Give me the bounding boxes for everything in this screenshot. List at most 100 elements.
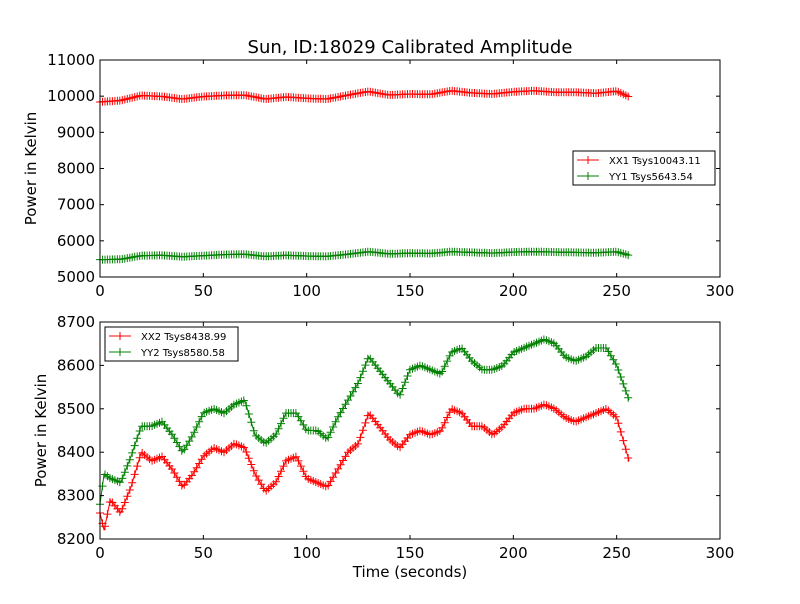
data-point xyxy=(329,423,338,431)
data-point xyxy=(239,396,248,405)
legend: XX2 Tsys8438.99 YY2 Tsys8580.58 xyxy=(104,326,239,362)
data-point xyxy=(172,473,181,482)
y-tick-label: 6000 xyxy=(57,232,95,250)
legend-marker xyxy=(116,332,124,340)
chart-panel-2: 0 50 100 150 200 250 300 8200 8300 8400 8500 8600 87… xyxy=(32,313,734,562)
data-point xyxy=(182,441,191,450)
x-tick-label: 50 xyxy=(194,282,213,300)
data-point xyxy=(624,92,633,101)
x-tick-label: 0 xyxy=(95,544,105,562)
legend-label: YY2 Tsys8580.58 xyxy=(140,348,225,359)
series-1-2 xyxy=(96,247,633,264)
data-point xyxy=(398,384,407,393)
y-tick-label: 8500 xyxy=(57,400,95,418)
data-point xyxy=(334,412,343,421)
data-point xyxy=(130,470,139,479)
data-point xyxy=(195,459,204,468)
x-tick-label: 250 xyxy=(602,282,631,300)
data-point xyxy=(103,510,112,519)
data-point xyxy=(274,472,283,481)
data-point xyxy=(331,469,340,477)
data-point xyxy=(170,469,179,477)
data-point xyxy=(299,467,308,476)
data-point xyxy=(277,467,285,476)
data-point xyxy=(331,417,340,426)
y-tick-label: 8400 xyxy=(57,443,95,461)
legend-marker xyxy=(116,348,124,356)
y-tick-label: 7000 xyxy=(57,196,95,214)
data-point xyxy=(118,504,127,513)
legend-label: XX1 Tsys10043.11 xyxy=(609,156,701,167)
x-tick-label: 150 xyxy=(396,544,425,562)
legend-marker xyxy=(584,156,592,164)
y-tick-label: 5000 xyxy=(57,268,95,286)
data-point xyxy=(135,453,144,462)
legend-label: XX2 Tsys8438.99 xyxy=(141,332,226,343)
x-tick-label: 100 xyxy=(292,282,321,300)
data-point xyxy=(120,498,129,507)
data-point xyxy=(252,472,261,480)
data-point xyxy=(279,414,288,423)
data-point xyxy=(274,424,283,433)
data-point xyxy=(254,476,263,485)
data-point xyxy=(344,396,352,405)
data-point xyxy=(341,400,350,409)
data-point xyxy=(172,438,181,447)
data-point xyxy=(353,379,362,388)
data-point xyxy=(242,448,251,456)
x-tick-label: 150 xyxy=(396,282,425,300)
y-tick-label: 8000 xyxy=(57,160,95,178)
data-point xyxy=(339,456,347,465)
data-point xyxy=(346,392,355,400)
data-point xyxy=(336,460,345,469)
data-point xyxy=(101,522,109,531)
data-point xyxy=(329,473,338,482)
series-1-1 xyxy=(96,86,633,106)
data-point xyxy=(175,477,184,486)
data-point xyxy=(180,445,189,454)
data-point xyxy=(249,426,258,435)
data-point xyxy=(614,366,623,374)
y-tick-label: 8200 xyxy=(57,530,95,548)
data-point xyxy=(611,360,620,368)
legend-marker xyxy=(584,172,592,180)
data-point xyxy=(242,401,251,410)
x-tick-label: 50 xyxy=(194,544,213,562)
data-point xyxy=(353,439,362,448)
data-point xyxy=(619,436,628,445)
x-tick-label: 200 xyxy=(499,544,528,562)
data-point xyxy=(326,428,335,437)
data-point xyxy=(247,460,256,469)
data-point xyxy=(443,357,452,366)
data-point xyxy=(440,418,449,427)
data-point xyxy=(614,419,623,428)
data-point xyxy=(244,410,253,418)
data-point xyxy=(324,481,333,490)
data-point xyxy=(272,477,281,486)
y-tick-label: 10000 xyxy=(47,87,95,105)
data-point xyxy=(247,418,256,427)
data-point xyxy=(190,467,199,476)
data-point xyxy=(349,387,357,396)
data-point xyxy=(279,462,288,471)
data-point xyxy=(170,434,179,443)
y-tick-label: 11000 xyxy=(47,51,95,69)
data-point xyxy=(358,426,367,435)
data-point xyxy=(334,464,343,473)
x-tick-label: 300 xyxy=(706,282,735,300)
data-point xyxy=(244,454,253,463)
data-point xyxy=(120,468,129,477)
data-point xyxy=(356,373,365,382)
figure-title: Sun, ID:18029 Calibrated Amplitude xyxy=(248,37,573,58)
series-2-1 xyxy=(96,400,633,531)
data-point xyxy=(606,351,615,360)
data-point xyxy=(336,408,345,417)
data-point xyxy=(624,454,633,462)
legend-box xyxy=(104,326,239,362)
data-point xyxy=(438,367,447,376)
x-tick-label: 300 xyxy=(706,544,735,562)
data-point xyxy=(190,428,199,437)
data-point xyxy=(616,427,625,436)
